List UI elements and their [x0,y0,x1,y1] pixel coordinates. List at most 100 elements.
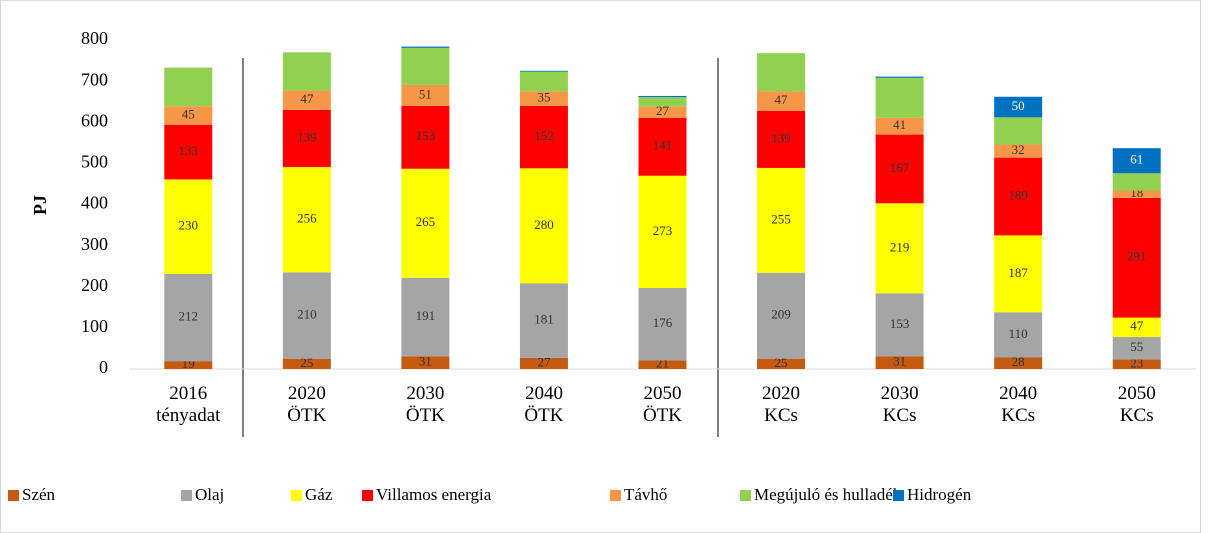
legend-swatch [291,490,302,501]
bar-segment [875,77,924,118]
bar-segment [401,277,450,357]
bar-segment [638,106,687,118]
x-tick-line: 2040 [525,383,563,404]
y-tick-label: 500 [81,152,108,172]
x-tick-line: 2040 [999,383,1037,404]
bar-segment [519,283,568,358]
data-label: 181 [534,312,554,327]
bar-segment [401,168,450,278]
data-label: 27 [656,103,670,118]
data-label: 153 [416,128,436,143]
x-tick-line: 2020 [762,383,800,404]
bar-segment [638,95,687,98]
bar-segment [994,312,1043,358]
x-tick-line: ÖTK [406,405,445,426]
bar-segment [994,117,1043,145]
bar-segment [1112,197,1161,318]
bar-segment [875,293,924,357]
bar-segment [757,110,806,168]
data-label: 256 [297,211,317,226]
bar-segment [994,235,1043,313]
bar-segment [875,134,924,204]
data-label: 31 [893,354,906,369]
data-label: 255 [771,211,791,226]
bar-segment [875,117,924,135]
data-label: 141 [653,138,673,153]
bar-segment [164,124,213,180]
bar-segment [757,53,806,92]
x-tick-line: KCs [1120,405,1154,426]
data-label: 291 [1127,249,1147,264]
bar-segment [994,157,1043,236]
bar-segment [1112,148,1161,174]
y-tick-label: 300 [81,234,108,254]
bar-segment [875,203,924,294]
bar-segment [875,356,924,369]
data-label: 187 [1008,265,1028,280]
data-label: 45 [182,106,195,121]
bar-segment [1112,173,1161,191]
x-tick-label: 2020 KCs [762,383,800,426]
legend-swatch [610,490,621,501]
x-tick-line: 2030 [881,383,919,404]
data-label: 209 [771,307,791,322]
data-label: 110 [1009,326,1028,341]
data-label: 47 [300,91,314,106]
data-label: 139 [771,130,791,145]
data-label: 35 [537,90,550,105]
data-label: 32 [1012,142,1025,157]
data-label: 47 [775,92,789,107]
bar-segment [757,272,806,359]
legend-swatch [740,490,751,501]
bar-segment [994,357,1043,369]
x-tick-label: 2040 KCs [999,383,1037,426]
bar-segment [757,358,806,369]
legend-label: Szén [22,485,56,504]
bar-segment [401,84,450,106]
x-tick-label: 2050 ÖTK [643,383,682,426]
data-label: 176 [653,315,673,330]
legend-label: Gáz [305,485,333,504]
x-tick-label: 2050 KCs [1118,383,1156,426]
bar-segment [638,360,687,369]
x-tick-label: 2030 ÖTK [406,383,445,426]
bar-segment [164,274,213,362]
data-label: 28 [1012,354,1025,369]
y-tick-label: 200 [81,275,108,295]
bar-segment [1112,317,1161,337]
y-tick-label: 400 [81,193,108,213]
bar-segment [638,175,687,288]
data-label: 210 [297,307,317,322]
bar-segment [994,144,1043,158]
x-tick-line: ÖTK [287,405,326,426]
x-tick-label: 2040 ÖTK [524,383,563,426]
legend-label: Hidrogén [907,485,972,504]
data-label: 230 [179,218,199,233]
data-label: 189 [1008,187,1028,202]
bar-segment [519,168,568,284]
x-tick-line: tényadat [156,405,221,426]
bar-segment [401,105,450,169]
x-tick-line: KCs [883,405,917,426]
x-tick-line: KCs [1001,405,1035,426]
bar-segment [638,117,687,176]
bar-segment [282,272,331,359]
x-tick-line: 2016 [169,383,207,404]
bar-segment [1112,190,1161,198]
data-label: 50 [1012,98,1025,113]
data-label: 61 [1130,152,1143,167]
x-tick-line: ÖTK [643,405,682,426]
x-tick-label: 2020 ÖTK [287,383,326,426]
y-tick-label: 600 [81,110,108,130]
bar-segment [519,91,568,106]
x-tick-line: KCs [764,405,798,426]
bar-segment [875,76,924,78]
legend-swatch [8,490,19,501]
bar-segment [282,109,331,168]
data-label: 191 [416,308,436,323]
y-axis-label: PJ [30,195,50,215]
bar-segment [282,52,331,91]
bar-segment [164,106,213,125]
x-tick-line: 2050 [1118,383,1156,404]
bar-segment [164,67,213,107]
